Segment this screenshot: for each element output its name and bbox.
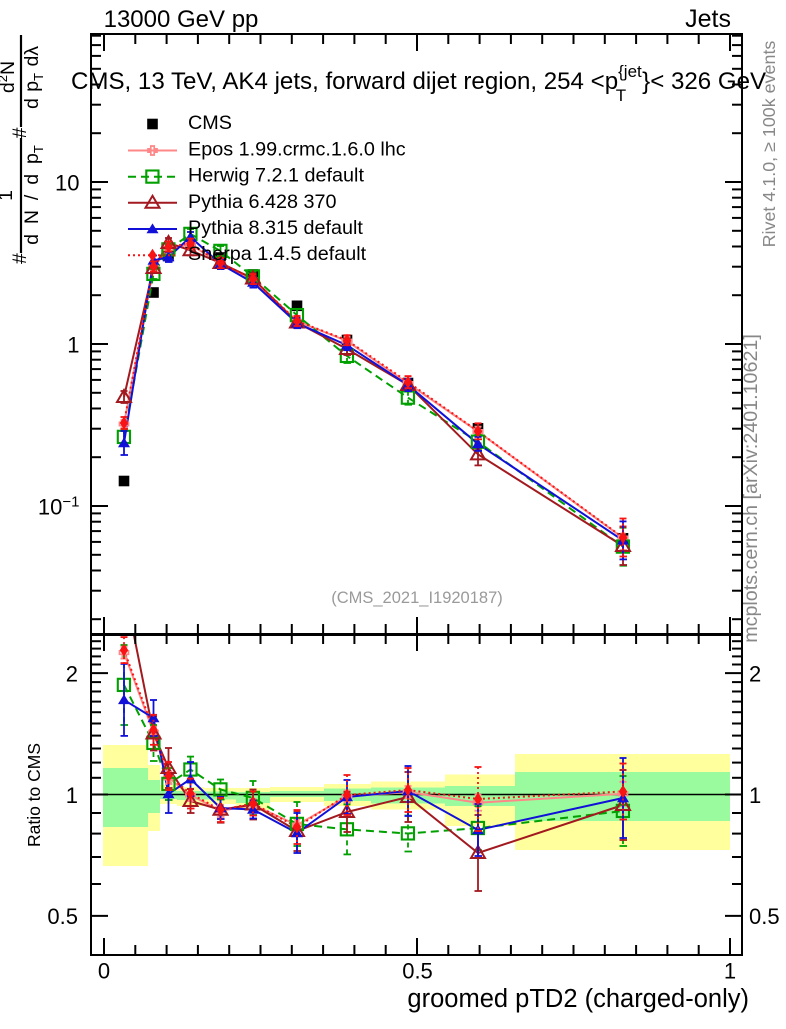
svg-text:10: 10 (55, 171, 79, 196)
svg-text:Sherpa 1.4.5 default: Sherpa 1.4.5 default (188, 243, 367, 265)
svg-text:CMS, 13 TeV, AK4 jets, forward: CMS, 13 TeV, AK4 jets, forward dijet reg… (71, 62, 766, 105)
svg-text:Pythia 8.315 default: Pythia 8.315 default (188, 217, 363, 239)
svg-text:1: 1 (0, 190, 17, 201)
svg-text:Ratio to CMS: Ratio to CMS (24, 743, 44, 847)
svg-text:0.5: 0.5 (749, 904, 780, 929)
svg-text:0: 0 (98, 959, 110, 984)
svg-text:(CMS_2021_I1920187): (CMS_2021_I1920187) (331, 589, 503, 607)
svg-text:Epos 1.99.crmc.1.6.0 lhc: Epos 1.99.crmc.1.6.0 lhc (188, 139, 406, 161)
svg-text:1: 1 (724, 959, 736, 984)
svg-text:13000 GeV pp: 13000 GeV pp (104, 6, 259, 33)
svg-text:1: 1 (66, 783, 78, 808)
svg-text:2: 2 (66, 661, 78, 686)
svg-text:Pythia 6.428 370: Pythia 6.428 370 (188, 191, 336, 213)
svg-text:10−1: 10−1 (38, 494, 80, 520)
svg-text:0.5: 0.5 (402, 959, 433, 984)
svg-text:0.5: 0.5 (47, 904, 78, 929)
svg-text:2: 2 (749, 661, 761, 686)
svg-text:#: # (9, 253, 31, 264)
svg-text:Herwig 7.2.1 default: Herwig 7.2.1 default (188, 165, 364, 187)
svg-text:CMS: CMS (188, 112, 232, 134)
svg-text:d pT dλ: d pT dλ (21, 46, 46, 109)
svg-text:#: # (9, 127, 31, 138)
svg-text:d2N: d2N (0, 61, 19, 93)
svg-text:1: 1 (749, 783, 761, 808)
svg-text:mcplots.cern.ch [arXiv:2401.10: mcplots.cern.ch [arXiv:2401.10621] (740, 334, 762, 643)
svg-text:1: 1 (67, 333, 79, 358)
svg-text:Jets: Jets (685, 5, 731, 33)
svg-text:Rivet 4.1.0, ≥ 100k events: Rivet 4.1.0, ≥ 100k events (759, 41, 779, 248)
svg-text:groomed pTD2 (charged-only): groomed pTD2 (charged-only) (407, 985, 749, 1013)
svg-text:d N / d pT: d N / d pT (21, 145, 46, 245)
